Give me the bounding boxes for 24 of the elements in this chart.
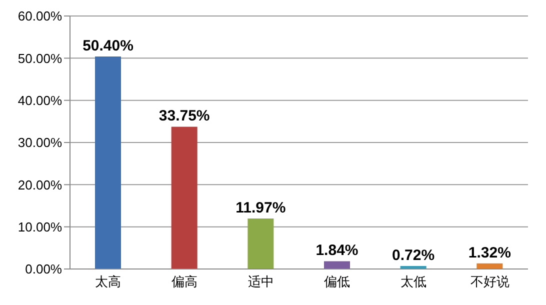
y-tick-label: 20.00% — [18, 177, 62, 192]
data-label: 1.84% — [316, 242, 358, 260]
y-tick-label: 30.00% — [18, 135, 62, 150]
x-tick-label: 适中 — [248, 274, 274, 290]
y-tick-label: 10.00% — [18, 219, 62, 234]
x-tick-label: 太低 — [400, 274, 426, 290]
data-label: 50.40% — [82, 37, 134, 54]
y-tick-label: 60.00% — [18, 8, 62, 24]
x-tick-label: 不好说 — [470, 274, 510, 290]
data-label: 11.97% — [236, 200, 286, 217]
y-tick-label: 40.00% — [18, 92, 62, 108]
bar — [248, 218, 274, 269]
data-label: 0.72% — [392, 246, 435, 264]
x-tick-label: 太高 — [95, 274, 122, 290]
data-label: 33.75% — [158, 108, 210, 125]
data-label: 1.32% — [468, 244, 511, 262]
y-tick-label: 50.00% — [18, 50, 62, 66]
bar — [171, 126, 198, 269]
x-tick-label: 偏低 — [324, 274, 350, 290]
bar — [476, 263, 503, 269]
x-tick-label: 偏高 — [172, 274, 198, 290]
y-tick-label: 0.00% — [25, 262, 62, 277]
bar — [95, 56, 121, 269]
bar — [324, 261, 350, 269]
